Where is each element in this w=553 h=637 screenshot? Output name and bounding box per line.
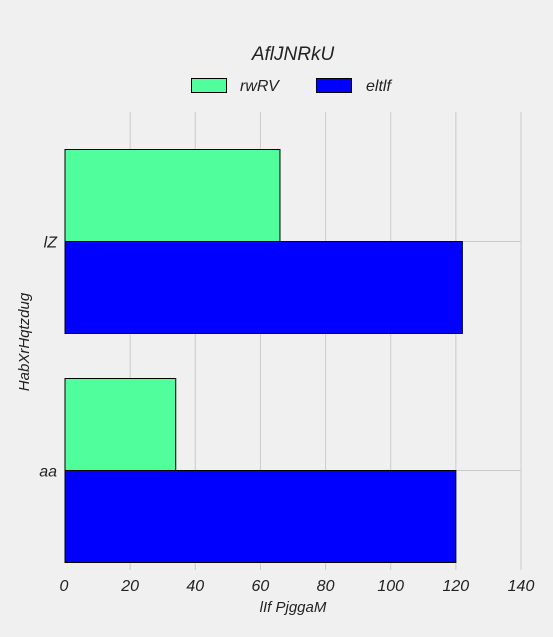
x-tick-label: 120 bbox=[443, 578, 470, 595]
x-tick-labels: 0 20 40 60 80 100 120 140 bbox=[60, 578, 535, 595]
x-tick-label: 100 bbox=[377, 578, 404, 595]
x-tick-label: 40 bbox=[186, 578, 204, 595]
legend-label-rwRV: rwRV bbox=[240, 78, 280, 95]
x-tick-label: 20 bbox=[120, 578, 139, 595]
legend-swatch-rwRV bbox=[191, 78, 227, 93]
bar-rwRV-aa bbox=[64, 378, 177, 471]
y-axis-label: HabXrHqtzdug bbox=[16, 292, 33, 391]
y-tick-label: lZ bbox=[44, 235, 59, 252]
x-axis-label: lIf PjggaM bbox=[260, 599, 327, 616]
y-tick-label: aa bbox=[39, 464, 57, 481]
x-tick-label: 60 bbox=[252, 578, 270, 595]
chart-title: AflJNRkU bbox=[251, 44, 335, 65]
bars bbox=[64, 149, 463, 563]
y-tick-labels: lZ aa bbox=[39, 235, 58, 481]
x-tick-label: 140 bbox=[508, 578, 535, 595]
bar-eltlf-lZ bbox=[64, 241, 463, 334]
legend-swatch-eltlf bbox=[316, 78, 352, 93]
bar-rwRV-lZ bbox=[64, 149, 281, 242]
x-tick-label: 80 bbox=[317, 578, 335, 595]
legend: rwRV eltlf bbox=[191, 78, 392, 95]
x-tick-label: 0 bbox=[60, 578, 69, 595]
legend-label-eltlf: eltlf bbox=[366, 78, 392, 95]
bar-eltlf-aa bbox=[64, 470, 457, 563]
